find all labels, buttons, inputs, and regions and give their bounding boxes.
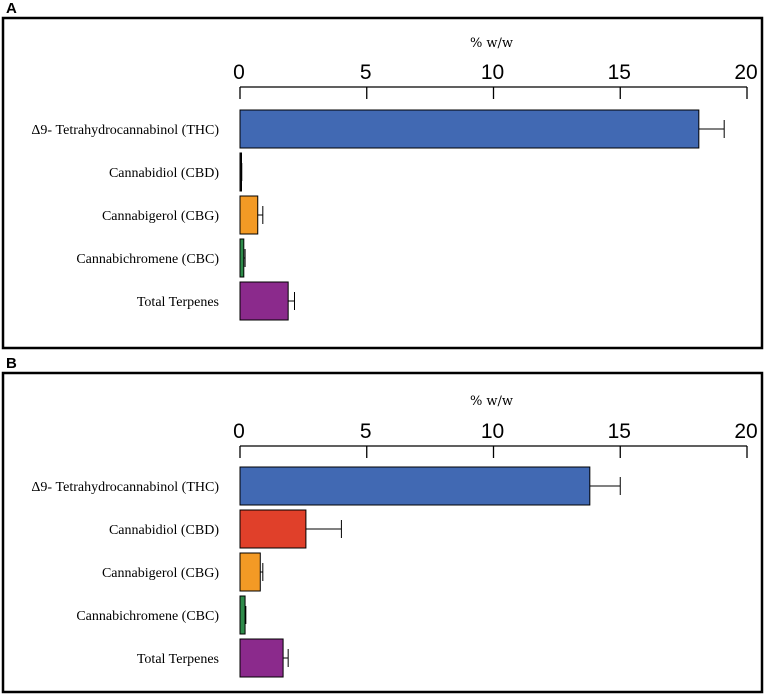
x-tick-label: 10	[481, 61, 504, 84]
x-tick-label: 5	[360, 61, 372, 84]
x-tick-label: 5	[360, 420, 372, 443]
category-label: Δ9- Tetrahydrocannabinol (THC)	[31, 480, 219, 495]
category-label: Cannabichromene (CBC)	[76, 252, 219, 267]
bar	[239, 466, 591, 506]
x-tick-label: 15	[608, 420, 631, 443]
panel-label-a: A	[6, 0, 17, 17]
category-label: Cannabidiol (CBD)	[109, 523, 219, 538]
x-tick-label: 20	[734, 420, 757, 443]
bar	[239, 195, 259, 235]
bar	[239, 638, 284, 678]
category-label: Cannabichromene (CBC)	[76, 609, 219, 624]
category-label: Total Terpenes	[137, 652, 219, 667]
x-tick-label: 0	[233, 61, 245, 84]
bar	[239, 552, 261, 592]
category-label: Cannabidiol (CBD)	[109, 166, 219, 181]
x-axis-title: % w/w	[470, 36, 513, 51]
panel-label-b: B	[6, 355, 17, 372]
category-label: Cannabigerol (CBG)	[102, 209, 219, 224]
bar	[239, 509, 307, 549]
panel-frame	[1, 371, 764, 694]
x-tick-label: 20	[734, 61, 757, 84]
x-tick-label: 15	[608, 61, 631, 84]
category-label: Δ9- Tetrahydrocannabinol (THC)	[31, 123, 219, 138]
x-axis-title: % w/w	[470, 394, 513, 409]
bar	[239, 595, 246, 635]
bar	[239, 109, 700, 149]
bar	[239, 238, 245, 278]
x-tick-label: 0	[233, 420, 245, 443]
panel-b: % w/w 0 5 10 15 20 Δ9- Tetrahydrocannabinol (T…	[1, 371, 764, 694]
panel-frame	[1, 16, 764, 350]
panel-a: % w/w 0 5 10 15 20 Δ9- Tetrahydrocannabinol (T…	[1, 16, 764, 350]
x-tick-label: 10	[481, 420, 504, 443]
category-label: Cannabigerol (CBG)	[102, 566, 219, 581]
bar	[239, 281, 289, 321]
category-label: Total Terpenes	[137, 295, 219, 310]
